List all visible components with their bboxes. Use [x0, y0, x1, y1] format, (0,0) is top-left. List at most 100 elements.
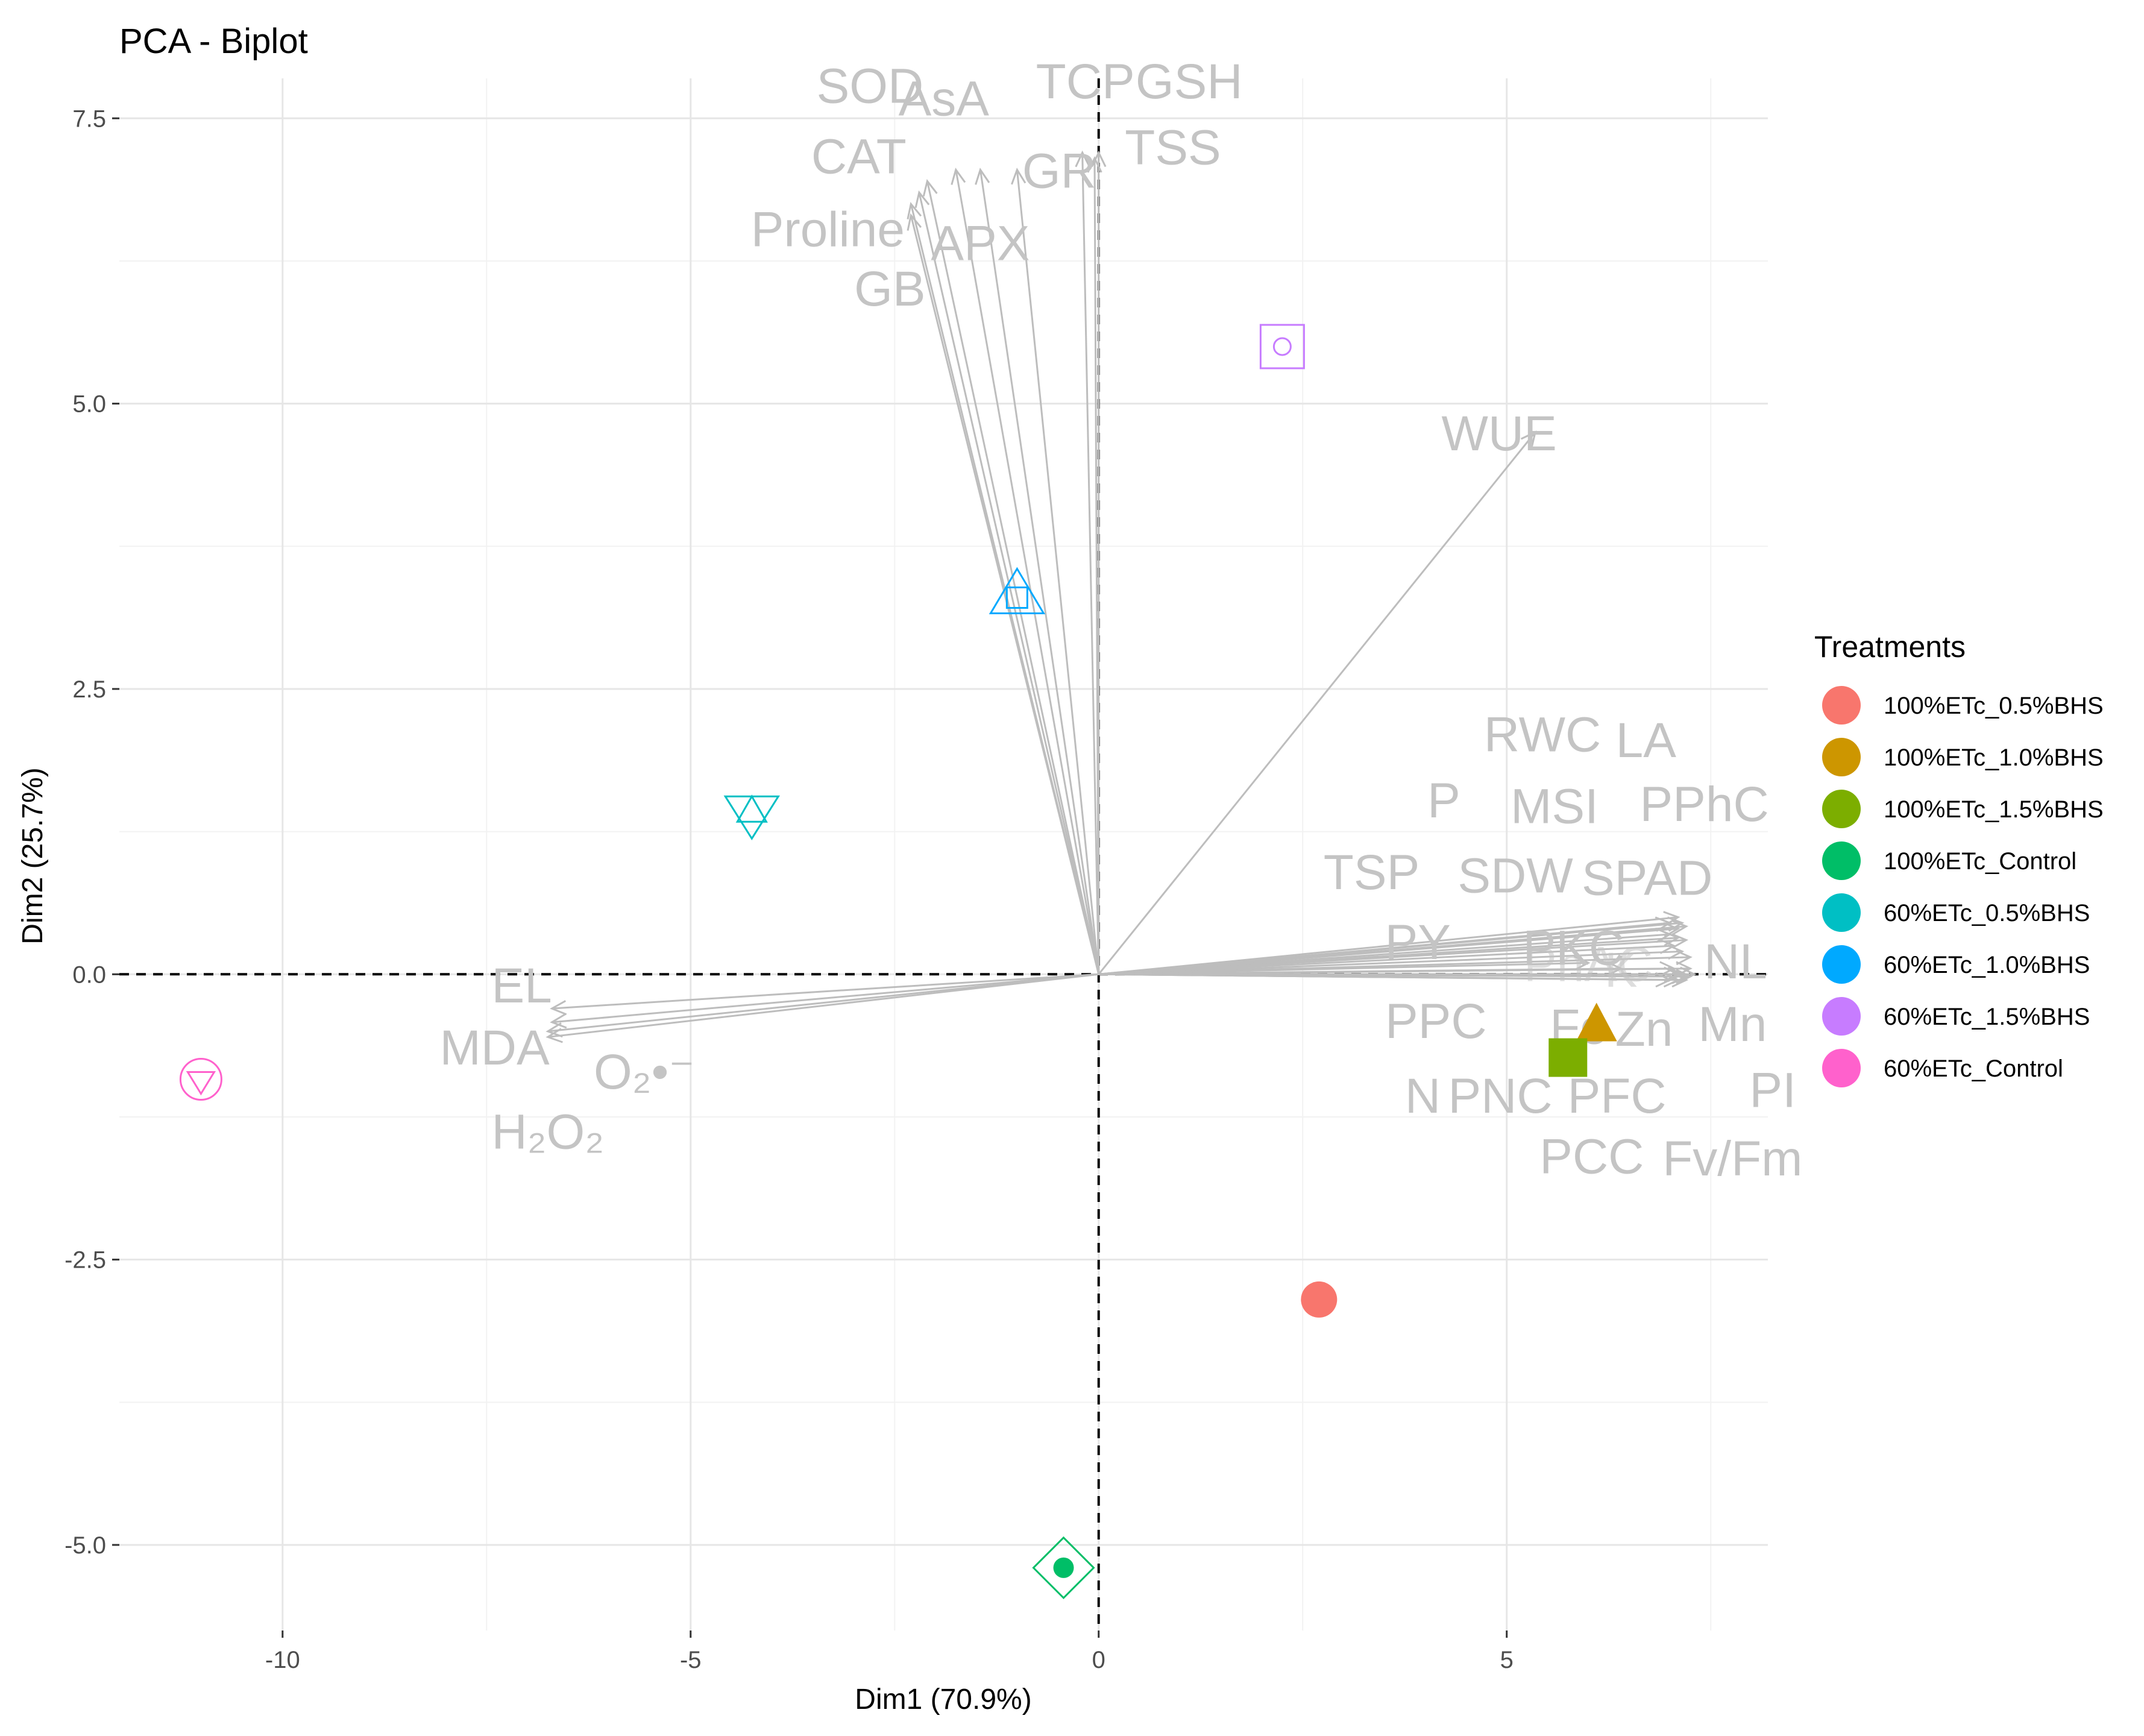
arrow-head — [922, 179, 938, 197]
variable-arrow — [1098, 430, 1537, 975]
arrow-head — [550, 1013, 567, 1029]
arrow-head — [1087, 156, 1102, 173]
legend-label: 60%ETc_Control — [1884, 1055, 2063, 1082]
legend-key — [1822, 893, 1861, 932]
axes: -10 -5 0 5 -5.0 -2.5 0.0 2.5 5.0 7.5 — [64, 105, 1514, 1673]
x-tick-label: 0 — [1092, 1647, 1105, 1673]
individual-points — [179, 324, 1617, 1600]
arrow-shaft — [1098, 925, 1687, 975]
arrow-head — [1011, 168, 1026, 185]
variable-label: WUE — [1441, 406, 1556, 461]
treatment-point — [1259, 324, 1305, 370]
variable-arrows — [545, 150, 1697, 1043]
arrow-head — [1671, 933, 1689, 949]
arrow-head — [1573, 955, 1591, 971]
treatment-point — [179, 1057, 222, 1101]
variable-arrow — [545, 973, 1099, 1043]
variable-label: K — [1605, 943, 1638, 998]
arrow-head — [1520, 430, 1537, 448]
arrow-head — [550, 1000, 567, 1016]
legend-item: 100%ETc_Control — [1822, 841, 2076, 880]
variable-arrow — [951, 168, 1100, 975]
variable-label: N — [1405, 1069, 1441, 1124]
y-tick-label: -5.0 — [64, 1532, 106, 1559]
arrow-shaft — [1098, 950, 1682, 975]
legend-key — [1822, 738, 1861, 776]
y-tick-label: -2.5 — [64, 1247, 106, 1274]
chart-title: PCA - Biplot — [119, 22, 308, 61]
variable-label: SDW — [1457, 849, 1573, 904]
legend-label: 100%ETc_1.0%BHS — [1884, 744, 2104, 771]
variable-label: H₂O₂ — [491, 1104, 604, 1159]
arrow-head — [1676, 969, 1693, 984]
arrow-head — [1606, 961, 1623, 976]
variable-label: PPhC — [1639, 777, 1768, 832]
arrow-head — [1671, 920, 1689, 936]
variable-label: TCP — [1036, 54, 1135, 109]
legend: Treatments 100%ETc_0.5%BHS 100%ETc_1.0%BH… — [1814, 630, 2104, 1087]
arrow-shaft — [1081, 153, 1100, 975]
arrow-shaft — [552, 973, 1099, 1010]
legend-label: 100%ETc_0.5%BHS — [1884, 693, 2104, 719]
arrow-shaft — [979, 169, 1100, 975]
marker-triangle-outline — [989, 567, 1046, 614]
arrow-head — [914, 190, 930, 209]
variable-arrow — [1098, 955, 1591, 975]
variable-label: PKC — [1523, 920, 1625, 975]
legend-item: 60%ETc_1.0%BHS — [1822, 945, 2090, 984]
treatment-point — [1576, 1002, 1617, 1042]
treatment-point — [1301, 1281, 1338, 1318]
legend-label: 100%ETc_1.5%BHS — [1884, 796, 2104, 823]
variable-arrow — [550, 973, 1099, 1016]
arrow-shaft — [1098, 945, 1674, 975]
variable-label: TSS — [1125, 121, 1221, 175]
variable-label: MSI — [1511, 779, 1599, 834]
legend-item: 100%ETc_1.0%BHS — [1822, 738, 2104, 776]
marker-circle — [1301, 1281, 1338, 1318]
variable-label: CAT — [811, 129, 907, 184]
variable-arrow — [975, 168, 1100, 975]
arrow-shaft — [552, 973, 1099, 1024]
grid-lines — [119, 78, 1768, 1631]
y-tick-label: 0.0 — [72, 961, 106, 988]
variable-label: PCC — [1539, 1129, 1644, 1184]
legend-key — [1822, 997, 1861, 1036]
arrow-head — [1675, 949, 1693, 966]
variable-arrow — [1098, 969, 1693, 984]
y-axis-title: Dim2 (25.7%) — [17, 767, 49, 944]
treatment-point — [723, 794, 781, 841]
x-tick-label: -5 — [680, 1647, 702, 1673]
variable-arrow — [1098, 961, 1623, 976]
arrow-head — [907, 213, 922, 231]
legend-key — [1822, 686, 1861, 725]
legend-key — [1822, 790, 1861, 828]
marker-dot — [1053, 1557, 1074, 1578]
arrow-head — [1667, 966, 1685, 982]
arrow-head — [1659, 939, 1676, 954]
variable-label: SOD — [817, 58, 924, 113]
variable-label: PI — [1749, 1063, 1796, 1118]
legend-key — [1822, 841, 1861, 880]
variable-arrow — [907, 213, 1100, 975]
variable-label: TSP — [1324, 845, 1419, 900]
arrow-shaft — [1098, 967, 1621, 975]
marker-circle-outline — [179, 1057, 222, 1101]
arrow-shaft — [955, 169, 1100, 975]
marker-up-triangle — [735, 794, 768, 823]
treatment-point — [1548, 1038, 1588, 1077]
marker-circle-outline — [1272, 337, 1292, 356]
legend-key — [1822, 945, 1861, 984]
legend-item: 100%ETc_1.5%BHS — [1822, 790, 2104, 828]
y-tick-label: 2.5 — [72, 676, 106, 703]
variable-label: Proline — [751, 202, 905, 257]
variable-label: GB — [854, 262, 925, 316]
variable-label: PhAC — [1524, 937, 1653, 992]
y-tick-label: 7.5 — [72, 105, 106, 132]
arrow-shaft — [1098, 432, 1536, 975]
variable-label: MDA — [439, 1021, 550, 1075]
arrow-head — [545, 1022, 563, 1038]
arrow-shaft — [547, 973, 1099, 1038]
variable-label: Mn — [1698, 997, 1767, 1052]
